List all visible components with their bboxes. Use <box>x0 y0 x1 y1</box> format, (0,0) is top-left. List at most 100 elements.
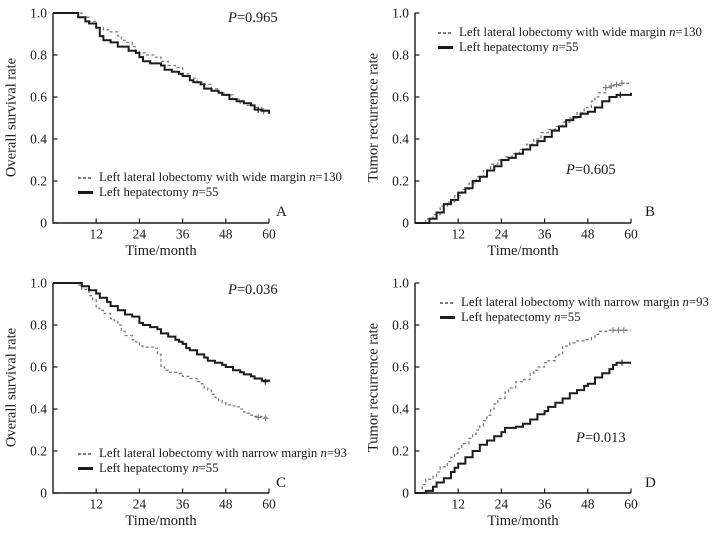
y-tick-label: 0.4 <box>30 402 47 417</box>
p-value-label: P=0.013 <box>576 430 626 447</box>
x-tick-label: 48 <box>219 227 233 242</box>
y-axis-title: Overall survival rate <box>3 57 20 178</box>
y-tick-label: 0 <box>402 216 409 231</box>
km-curve-dashed <box>53 282 270 419</box>
x-tick-label: 12 <box>451 227 465 242</box>
x-tick-label: 36 <box>538 227 552 242</box>
legend-item: Left lateral lobectomy with wide margin … <box>438 25 702 40</box>
legend-item: Left hepatectomy n=55 <box>440 310 709 325</box>
x-tick-label: 48 <box>219 497 233 512</box>
y-tick-label: 0.6 <box>30 90 47 105</box>
x-tick-label: 24 <box>495 497 509 512</box>
y-tick-label: 0.6 <box>392 90 409 105</box>
p-value-label: P=0.036 <box>228 282 278 299</box>
p-symbol: P <box>228 282 237 298</box>
y-axis-title: Tumor recurrence rate <box>365 52 382 183</box>
x-axis-title: Time/month <box>487 513 559 529</box>
x-tick-label: 36 <box>176 227 190 242</box>
y-axis-title: Overall survival rate <box>3 327 20 448</box>
legend-item-label: Left lateral lobectomy with wide margin … <box>99 170 342 184</box>
p-symbol: P <box>566 162 575 178</box>
y-tick-label: 1.0 <box>392 276 409 291</box>
y-tick-label: 0.2 <box>392 444 409 459</box>
censor-mark <box>613 81 620 88</box>
x-tick-label: 24 <box>133 227 147 242</box>
legend-item: Left hepatectomy n=55 <box>78 461 347 476</box>
legend-item: Left hepatectomy n=55 <box>438 40 702 55</box>
panel-letter: B <box>645 204 656 220</box>
censor-mark <box>615 327 622 334</box>
x-axis-title: Time/month <box>487 243 559 259</box>
legend-item-label: Left lateral lobectomy with narrow margi… <box>461 295 709 309</box>
y-tick-label: 0.2 <box>30 174 47 189</box>
y-tick-label: 0.8 <box>392 318 409 333</box>
x-tick-label: 36 <box>176 497 190 512</box>
y-tick-label: 1.0 <box>30 276 47 291</box>
censor-mark <box>619 359 625 366</box>
censor-mark <box>610 327 616 334</box>
x-tick-label: 60 <box>262 227 276 242</box>
y-tick-label: 1.0 <box>30 6 47 21</box>
km-curve-solid <box>415 361 631 494</box>
y-tick-label: 0.4 <box>392 402 409 417</box>
y-tick-label: 0.2 <box>30 444 47 459</box>
censor-mark <box>608 83 615 90</box>
p-value-label: P=0.965 <box>228 10 278 27</box>
km-curve-dashed <box>415 82 632 224</box>
solid-line-sample <box>78 467 93 470</box>
solid-line-sample <box>438 46 453 49</box>
x-axis-title: Time/month <box>125 513 197 529</box>
km-curve-solid <box>53 12 270 114</box>
x-axis-title: Time/month <box>125 243 197 259</box>
x-tick-label: 60 <box>262 497 276 512</box>
legend: Left lateral lobectomy with narrow margi… <box>440 295 709 325</box>
y-tick-label: 0.8 <box>392 48 409 63</box>
panel-letter: D <box>645 475 656 491</box>
censor-mark <box>620 327 627 334</box>
p-value-text: =0.605 <box>574 162 616 178</box>
km-curve-solid <box>415 92 632 224</box>
x-tick-label: 60 <box>624 227 638 242</box>
recurrence-plot-b: 0 0.2 0.4 0.6 0.8 1.0 12 24 36 48 60 <box>392 6 638 242</box>
legend-item: Left lateral lobectomy with wide margin … <box>78 170 342 185</box>
panel-b: 0 0.2 0.4 0.6 0.8 1.0 12 24 36 48 60 Tumor recurre… <box>362 0 724 270</box>
solid-line-sample <box>440 316 455 319</box>
survival-plot-c: 0 0.2 0.4 0.6 0.8 1.0 12 24 36 48 60 <box>30 276 276 512</box>
y-tick-label: 0.2 <box>392 174 409 189</box>
panel-a: 0 0.2 0.4 0.6 0.8 1.0 12 24 36 48 60 Overall survi… <box>0 0 362 270</box>
panel-c: 0 0.2 0.4 0.6 0.8 1.0 12 24 36 48 60 Overall survi… <box>0 270 362 540</box>
x-tick-label: 48 <box>581 497 595 512</box>
p-symbol: P <box>576 430 585 446</box>
legend-item-label: Left hepatectomy n=55 <box>459 40 579 54</box>
legend-item-label: Left hepatectomy n=55 <box>461 310 581 324</box>
y-tick-label: 0.8 <box>30 48 47 63</box>
legend-item-label: Left lateral lobectomy with wide margin … <box>459 25 702 39</box>
legend-item: Left hepatectomy n=55 <box>78 185 342 200</box>
legend-item: Left lateral lobectomy with narrow margi… <box>78 446 347 461</box>
km-curve-dashed <box>415 329 631 494</box>
x-tick-label: 48 <box>581 227 595 242</box>
legend-item-label: Left hepatectomy n=55 <box>99 185 219 199</box>
legend-item-label: Left lateral lobectomy with narrow margi… <box>99 446 347 460</box>
y-tick-label: 0.6 <box>30 360 47 375</box>
p-value-label: P=0.605 <box>566 162 616 179</box>
x-tick-label: 12 <box>89 227 103 242</box>
p-value-text: =0.965 <box>236 10 278 26</box>
censor-mark <box>255 414 262 421</box>
p-symbol: P <box>228 10 237 26</box>
censor-mark <box>617 91 624 98</box>
x-tick-label: 24 <box>133 497 147 512</box>
legend: Left lateral lobectomy with narrow margi… <box>78 446 347 476</box>
censor-mark <box>619 80 625 87</box>
y-tick-label: 1.0 <box>392 6 409 21</box>
legend: Left lateral lobectomy with wide margin … <box>78 170 342 200</box>
legend: Left lateral lobectomy with wide margin … <box>438 25 702 55</box>
p-value-text: =0.036 <box>236 282 278 298</box>
censor-mark <box>262 378 269 385</box>
x-tick-label: 60 <box>624 497 638 512</box>
y-tick-label: 0.6 <box>392 360 409 375</box>
p-value-text: =0.013 <box>584 430 626 446</box>
x-tick-label: 36 <box>538 497 552 512</box>
panel-letter: A <box>276 204 287 220</box>
